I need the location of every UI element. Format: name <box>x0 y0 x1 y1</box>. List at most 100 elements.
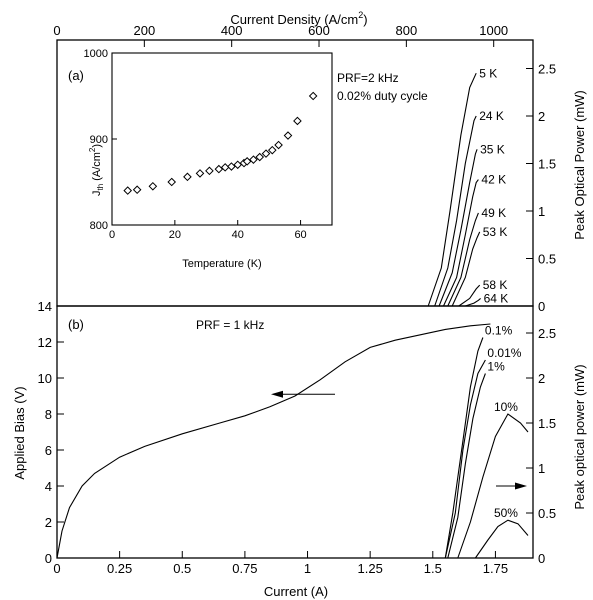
panel-b-left-axis-title: Applied Bias (V) <box>12 386 27 479</box>
inset-y-axis-title-rest: (A/cm <box>91 152 103 184</box>
panel-b-power-series-label: 0.1% <box>485 324 513 338</box>
bias-series-line <box>56 323 491 559</box>
inset-data-point <box>242 157 252 166</box>
panel-b-power-series-line <box>447 373 486 559</box>
inset-data-point <box>293 116 302 126</box>
panel-b-power-series-line <box>444 359 486 559</box>
annotation-duty-cycle: 0.02% duty cycle <box>337 89 428 103</box>
panel-b-left-tick-label: 0 <box>45 551 52 566</box>
annotation-prf-1khz: PRF = 1 kHz <box>196 318 264 332</box>
inset-data-point <box>255 152 265 162</box>
panel-b-left-tick-label: 10 <box>38 371 52 386</box>
inset-x-tick-label: 40 <box>232 229 244 241</box>
top-x-tick-label: 800 <box>396 23 418 38</box>
bottom-x-tick-label: 0.5 <box>173 561 191 576</box>
bottom-x-tick-label: 1.5 <box>424 561 442 576</box>
top-x-tick-label: 400 <box>221 23 243 38</box>
panel-b-left-tick-label: 14 <box>38 299 52 314</box>
panel-a-series-line <box>447 212 479 307</box>
panel-a-right-axis-title: Peak Optical Power (mW) <box>572 90 587 240</box>
inset-y-axis-title-main: J <box>91 191 103 197</box>
panel-b-right-tick-label: 1 <box>538 461 545 476</box>
panel-a-series-line <box>438 149 478 307</box>
bottom-x-axis-title: Current (A) <box>264 584 328 599</box>
top-x-axis-title-sup: 2 <box>358 10 363 20</box>
inset-data-point <box>148 181 158 191</box>
panel-b-left-tick-label: 8 <box>45 407 52 422</box>
panel-b-power-series-label: 10% <box>494 400 518 414</box>
panel-a-right-tick-label: 0 <box>538 299 545 314</box>
top-x-axis-title-main: Current Density (A/cm <box>230 12 358 27</box>
inset-data-point <box>132 185 142 195</box>
panel-b-power-series-line <box>474 519 529 559</box>
panel-b-power-series-label: 50% <box>494 506 518 520</box>
bottom-x-tick-label: 0 <box>53 561 60 576</box>
inset-x-tick-label: 0 <box>109 229 115 241</box>
inset-y-axis-title-sub: th <box>96 184 105 191</box>
panel-a-series-line <box>465 297 481 307</box>
panel-b-right-tick-label: 2.5 <box>538 326 556 341</box>
panel-b-frame <box>56 305 534 559</box>
inset-data-point <box>167 177 177 187</box>
series <box>56 72 529 559</box>
top-x-tick-label: 200 <box>133 23 155 38</box>
panel-a-series-line <box>443 179 479 307</box>
bottom-x-tick-label: 0.75 <box>232 561 257 576</box>
inset-y-tick-label: 1000 <box>84 48 108 60</box>
inset-y-tick-label: 900 <box>90 134 108 146</box>
panel-a-label: (a) <box>68 68 84 83</box>
bottom-x-tick-label: 1.25 <box>358 561 383 576</box>
panel-b-left-tick-label: 12 <box>38 335 52 350</box>
panel-b-right-tick-label: 2 <box>538 371 545 386</box>
panel-a-series-label: 35 K <box>480 142 505 156</box>
inset-data-point <box>183 172 192 182</box>
inset-data-point <box>261 149 271 158</box>
bottom-x-tick-label: 1 <box>304 561 311 576</box>
top-x-tick-label: 0 <box>53 23 60 38</box>
inset-data-point <box>214 164 224 174</box>
inset-y-tick-label: 800 <box>90 220 108 232</box>
panel-a-series-line <box>427 72 477 307</box>
left-axis-arrow-head <box>271 390 283 398</box>
top-x-axis-title-close: ) <box>363 12 367 27</box>
inset-frame <box>111 52 333 226</box>
inset-x-tick-label: 20 <box>169 229 181 241</box>
right-axis-arrow-head <box>515 482 527 490</box>
panel-b-right-tick-label: 0 <box>538 551 545 566</box>
panel-b-left-tick-label: 4 <box>45 479 52 494</box>
inset-data-point <box>274 140 283 150</box>
panel-a-right-tick-label: 2 <box>538 109 545 124</box>
panel-b-label: (b) <box>68 317 84 332</box>
panel-a-series-label: 49 K <box>481 206 506 220</box>
top-x-tick-label: 600 <box>308 23 330 38</box>
inset-data-point <box>283 131 293 140</box>
inset-data-point <box>205 166 214 176</box>
inset-data-point <box>195 169 205 178</box>
panel-b-right-axis-title: Peak optical power (mW) <box>572 364 587 509</box>
inset-data-point <box>267 145 277 155</box>
panel-b-left-tick-label: 2 <box>45 515 52 530</box>
annotation-prf-2khz: PRF=2 kHz <box>337 71 399 85</box>
panel-a-right-tick-label: 2.5 <box>538 62 556 77</box>
panel-b-right-tick-label: 1.5 <box>538 416 556 431</box>
panel-a-series-label: 5 K <box>479 66 497 80</box>
inset-data-point <box>249 155 258 164</box>
panel-b-power-series-line <box>444 337 484 559</box>
panel-a-series-label: 53 K <box>483 225 508 239</box>
panel-a-series-line <box>458 284 481 307</box>
panel-b-right-tick-label: 0.5 <box>538 506 556 521</box>
panel-a-series-label: 64 K <box>484 291 509 305</box>
panel-a-right-tick-label: 1 <box>538 204 545 219</box>
panel-a-right-tick-label: 0.5 <box>538 252 556 267</box>
ticks: 0 200 400 600 800 100000.511.522.502468101214… <box>38 23 557 576</box>
bottom-x-tick-label: 0.25 <box>107 561 132 576</box>
inset-data-point <box>227 162 236 171</box>
inset-x-axis-title: Temperature (K) <box>182 258 261 270</box>
panel-a-right-tick-label: 1.5 <box>538 157 556 172</box>
panel-b-left-tick-label: 6 <box>45 443 52 458</box>
inset-y-axis-title-sup: 2 <box>88 147 97 152</box>
panel-a-series-label: 42 K <box>481 173 506 187</box>
panel-b-power-series-label: 1% <box>487 360 505 374</box>
panel-b-power-series-label: 0.01% <box>487 346 521 360</box>
